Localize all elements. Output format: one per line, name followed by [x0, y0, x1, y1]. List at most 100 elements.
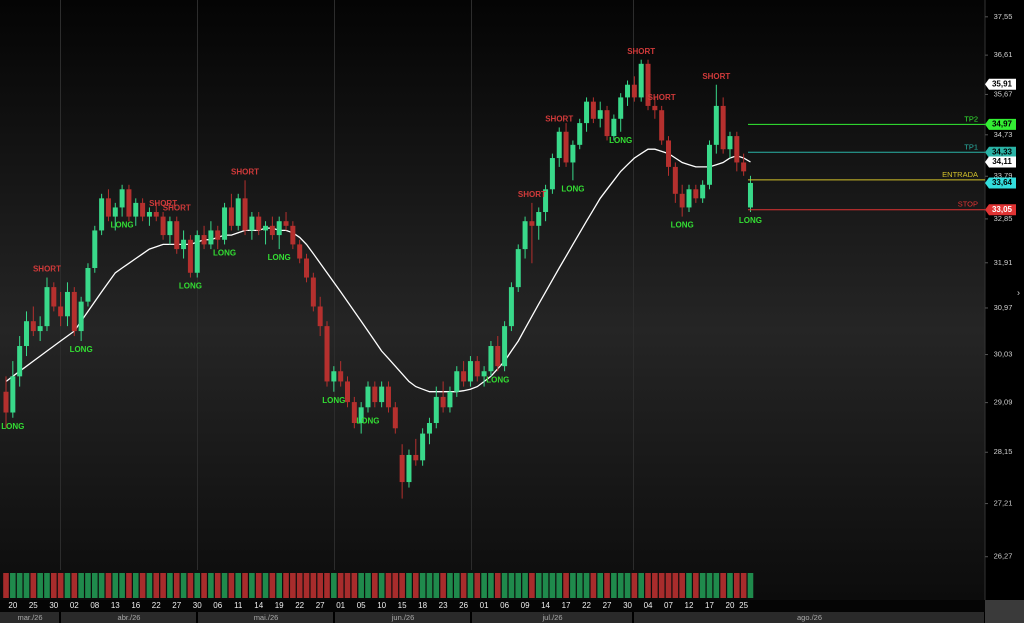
- volume-strip: [146, 573, 153, 598]
- candle-body: [37, 326, 43, 332]
- volume-strip: [433, 573, 440, 598]
- volume-strip: [556, 573, 563, 598]
- volume-strip: [139, 573, 146, 598]
- candle-body: [331, 371, 337, 382]
- volume-strip: [194, 573, 201, 598]
- volume-strip: [385, 573, 392, 598]
- candle-body: [324, 326, 330, 382]
- candle-body: [645, 63, 651, 106]
- candle-body: [85, 267, 91, 302]
- signal-label: LONG: [739, 216, 762, 225]
- volume-strip: [296, 573, 303, 598]
- signal-label: LONG: [322, 396, 345, 405]
- x-tick-label: 18: [418, 601, 427, 610]
- candle-body: [10, 376, 16, 413]
- y-tick-label: 35,67: [994, 89, 1013, 98]
- month-label: jul./26: [541, 613, 562, 622]
- candle-body: [686, 189, 692, 208]
- volume-strip: [453, 573, 460, 598]
- volume-strip: [378, 573, 385, 598]
- volume-strip: [740, 573, 747, 598]
- volume-strip: [508, 573, 515, 598]
- expand-arrow[interactable]: ›: [1017, 287, 1020, 297]
- candle-body: [201, 235, 207, 245]
- y-tick-label: 30,97: [994, 303, 1013, 312]
- candle-body: [611, 118, 617, 137]
- x-tick-label: 14: [254, 601, 263, 610]
- candle-body: [194, 235, 200, 273]
- volume-strip: [173, 573, 180, 598]
- candle-body: [522, 221, 528, 250]
- candle-body: [338, 371, 344, 382]
- candle-body: [734, 136, 740, 163]
- x-tick-label: 05: [357, 601, 366, 610]
- candle-body: [112, 207, 118, 217]
- candle-body: [659, 110, 665, 141]
- candle-body: [638, 63, 644, 98]
- month-label: jun./26: [391, 613, 415, 622]
- volume-strip: [447, 573, 453, 598]
- volume-strip: [440, 573, 446, 598]
- volume-strip: [706, 573, 713, 598]
- candle-body: [597, 110, 603, 119]
- corner-box: [985, 600, 1024, 623]
- volume-strip: [303, 573, 310, 598]
- x-tick-label: 17: [562, 601, 571, 610]
- candle-body: [228, 207, 234, 226]
- candle-body: [747, 182, 753, 208]
- volume-strip: [686, 573, 692, 598]
- signal-label: LONG: [213, 249, 236, 258]
- volume-strip: [474, 573, 481, 598]
- candle-body: [249, 216, 255, 231]
- x-tick-label: 22: [582, 601, 591, 610]
- x-tick-label: 12: [685, 601, 694, 610]
- candle-body: [433, 396, 439, 424]
- volume-strip: [576, 573, 583, 598]
- month-cell: [61, 612, 196, 623]
- candle-body: [577, 123, 583, 145]
- month-cell: [198, 612, 333, 623]
- price-tag: [985, 177, 1016, 189]
- x-tick-label: 25: [739, 601, 748, 610]
- volume-strip: [290, 573, 296, 598]
- candle-body: [51, 287, 57, 307]
- candle-body: [713, 105, 719, 145]
- x-tick-label: 27: [316, 601, 325, 610]
- candle-body: [208, 230, 214, 245]
- volume-strip: [665, 573, 672, 598]
- candle-body: [481, 371, 487, 377]
- candle-body: [140, 202, 146, 217]
- candle-body: [440, 396, 446, 408]
- candle-body: [276, 221, 282, 236]
- volume-strip: [679, 573, 685, 598]
- candle-body: [290, 225, 296, 245]
- volume-strip: [71, 573, 78, 598]
- candle-body: [536, 212, 542, 226]
- volume-strip: [617, 573, 624, 598]
- volume-strip: [372, 573, 378, 598]
- candle-body: [133, 202, 139, 217]
- volume-strip: [16, 573, 23, 598]
- x-tick-label: 23: [439, 601, 448, 610]
- candle-body: [256, 216, 262, 231]
- candle-body: [420, 433, 426, 461]
- level-name: ENTRADA: [942, 170, 978, 179]
- x-tick-label: 16: [131, 601, 140, 610]
- volume-strip: [467, 573, 474, 598]
- volume-strip: [98, 573, 105, 598]
- y-tick-label: 27,21: [994, 499, 1013, 508]
- candle-body: [71, 291, 77, 332]
- x-tick-label: 30: [49, 601, 58, 610]
- x-tick-label: 06: [500, 601, 509, 610]
- volume-strip: [583, 573, 590, 598]
- x-tick-label: 26: [459, 601, 468, 610]
- volume-strip: [693, 573, 699, 598]
- candle-body: [413, 454, 419, 461]
- volume-strip: [549, 573, 556, 598]
- volume-strip: [10, 573, 16, 598]
- candle-body: [529, 221, 535, 226]
- volume-strip: [501, 573, 508, 598]
- volume-strip: [221, 573, 228, 598]
- volume-strip: [78, 573, 84, 598]
- price-tag-label: 35,91: [992, 79, 1013, 88]
